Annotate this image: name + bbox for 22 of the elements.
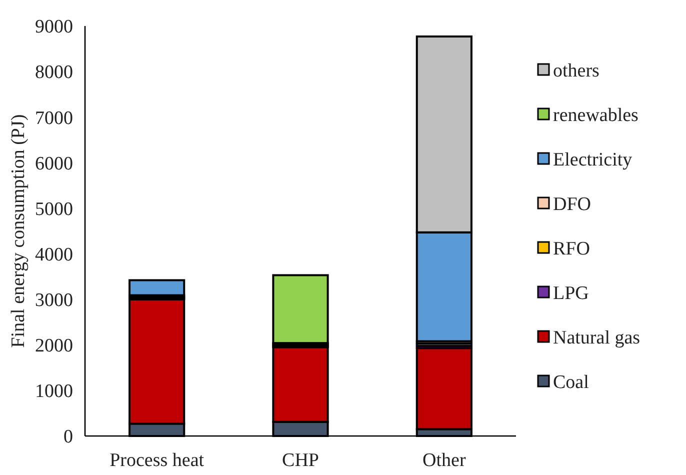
y-tick-label: 2000 — [35, 336, 73, 357]
y-tick-label: 5000 — [35, 198, 73, 220]
y-tick-label: 9000 — [35, 16, 73, 38]
x-tick-label: CHP — [282, 450, 319, 471]
y-tick-label: 8000 — [35, 62, 73, 84]
x-tick-label: Process heat — [110, 450, 205, 471]
legend-label: Coal — [553, 372, 589, 394]
y-tick-label: 7000 — [35, 108, 73, 129]
legend-label: others — [553, 60, 600, 82]
y-axis-title: Final energy consumption (PJ) — [8, 114, 29, 348]
legend-label: Natural gas — [553, 328, 640, 349]
y-tick-label: 0 — [64, 426, 73, 448]
legend-label: Electricity — [553, 150, 633, 171]
y-tick-label: 1000 — [35, 381, 73, 402]
x-tick-label: Other — [422, 450, 466, 471]
y-tick-label: 6000 — [35, 153, 73, 174]
legend-label: renewables — [553, 105, 638, 126]
legend-label: RFO — [553, 238, 590, 260]
y-tick-label: 4000 — [35, 244, 73, 266]
legend-label: LPG — [553, 283, 590, 304]
legend-label: DFO — [553, 194, 592, 216]
y-tick-label: 3000 — [35, 290, 73, 311]
